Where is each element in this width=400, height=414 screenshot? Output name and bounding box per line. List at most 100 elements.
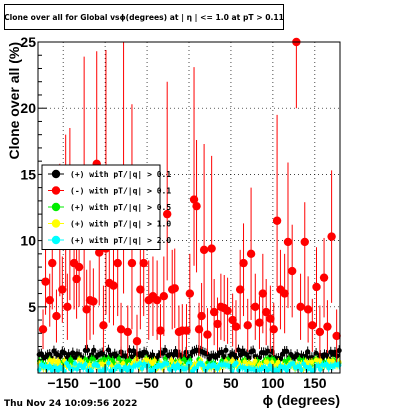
data-point	[200, 362, 206, 368]
data-point	[99, 321, 108, 330]
data-point	[162, 209, 172, 219]
x-tick-label: 0	[185, 375, 193, 391]
data-point	[234, 360, 239, 366]
y-tick-label: 10	[20, 233, 36, 249]
legend-label: (+) with pT/|q| > 1.0	[70, 219, 171, 229]
data-point	[38, 351, 44, 357]
y-axis-label: Clone over all (%)	[6, 42, 22, 159]
legend-label: (+) with pT/|q| > 0.1	[70, 169, 171, 179]
data-point	[237, 352, 244, 358]
data-point	[258, 289, 268, 298]
data-point	[276, 367, 281, 373]
data-point	[120, 360, 126, 366]
data-point	[209, 307, 219, 317]
y-tick-label: 15	[20, 166, 36, 182]
data-point	[250, 362, 256, 368]
data-point	[269, 359, 275, 365]
data-point	[296, 302, 305, 311]
data-point	[52, 311, 61, 321]
data-point	[58, 285, 67, 294]
data-point	[319, 273, 329, 282]
data-point	[159, 292, 169, 301]
data-point	[127, 364, 132, 370]
data-point	[57, 353, 63, 360]
legend: (+) with pT/|q| > 0.1 (-) with pT/|q| > 0…	[41, 164, 171, 250]
data-point	[63, 302, 72, 311]
legend-label: (+) with pT/|q| > 2.0	[70, 235, 171, 245]
legend-entry: (+) with pT/|q| > 1.0	[48, 219, 171, 229]
data-point	[313, 350, 319, 356]
data-point	[323, 322, 332, 331]
data-point	[219, 349, 225, 355]
data-point	[109, 281, 118, 290]
data-point	[246, 249, 256, 259]
data-point	[83, 362, 88, 367]
data-point	[55, 367, 61, 373]
legend-label: (-) with pT/|q| > 0.1	[70, 186, 171, 196]
data-point	[265, 348, 271, 354]
data-point	[170, 284, 179, 293]
data-point	[116, 356, 122, 361]
x-tick-label: 100	[261, 375, 285, 391]
legend-marker	[51, 202, 61, 212]
data-point	[72, 274, 81, 284]
data-point	[162, 347, 168, 353]
data-point	[287, 266, 297, 276]
data-point	[113, 258, 122, 268]
data-point	[132, 337, 142, 346]
data-point	[152, 358, 157, 363]
data-point	[106, 356, 111, 361]
data-point	[185, 289, 195, 298]
data-point	[137, 361, 143, 366]
legend-marker	[51, 186, 61, 195]
legend-entry: (-) with pT/|q| > 0.1	[48, 186, 171, 196]
data-point	[47, 363, 53, 369]
data-point	[246, 355, 252, 361]
y-tick-label: 5	[28, 299, 36, 315]
data-point	[269, 325, 278, 334]
data-point	[192, 201, 201, 211]
data-point	[267, 363, 273, 368]
data-point	[215, 366, 220, 371]
data-point	[299, 367, 304, 373]
data-point	[110, 357, 115, 363]
data-point	[266, 314, 275, 323]
data-point	[74, 262, 84, 272]
data-point	[116, 363, 122, 369]
data-point	[312, 282, 321, 292]
data-point	[307, 364, 313, 370]
data-point	[308, 321, 317, 330]
data-point	[139, 366, 145, 371]
data-point	[82, 305, 91, 314]
data-point	[317, 367, 323, 372]
data-point	[45, 295, 54, 305]
data-point	[207, 244, 216, 253]
data-point	[309, 359, 315, 365]
legend-marker	[51, 235, 61, 245]
x-axis-label: ϕ (degrees)	[263, 392, 340, 408]
data-point	[84, 347, 91, 353]
data-point	[255, 318, 264, 327]
data-point	[235, 285, 245, 294]
data-point	[303, 353, 309, 359]
data-point	[194, 325, 204, 334]
x-tick-label: −150	[47, 375, 79, 391]
data-point	[233, 355, 239, 361]
data-point	[272, 216, 282, 225]
data-point	[303, 305, 313, 314]
data-point	[81, 365, 86, 371]
data-point	[99, 361, 105, 367]
data-point	[131, 348, 137, 354]
data-point	[95, 363, 101, 369]
data-point	[242, 359, 248, 365]
data-point	[143, 350, 149, 356]
legend-entry: (+) with pT/|q| > 0.1	[48, 169, 171, 179]
data-point	[239, 258, 248, 268]
data-point	[228, 315, 237, 325]
data-point	[332, 331, 341, 341]
x-tick-label: 50	[223, 375, 239, 391]
data-point	[61, 350, 68, 356]
data-point	[127, 258, 137, 268]
